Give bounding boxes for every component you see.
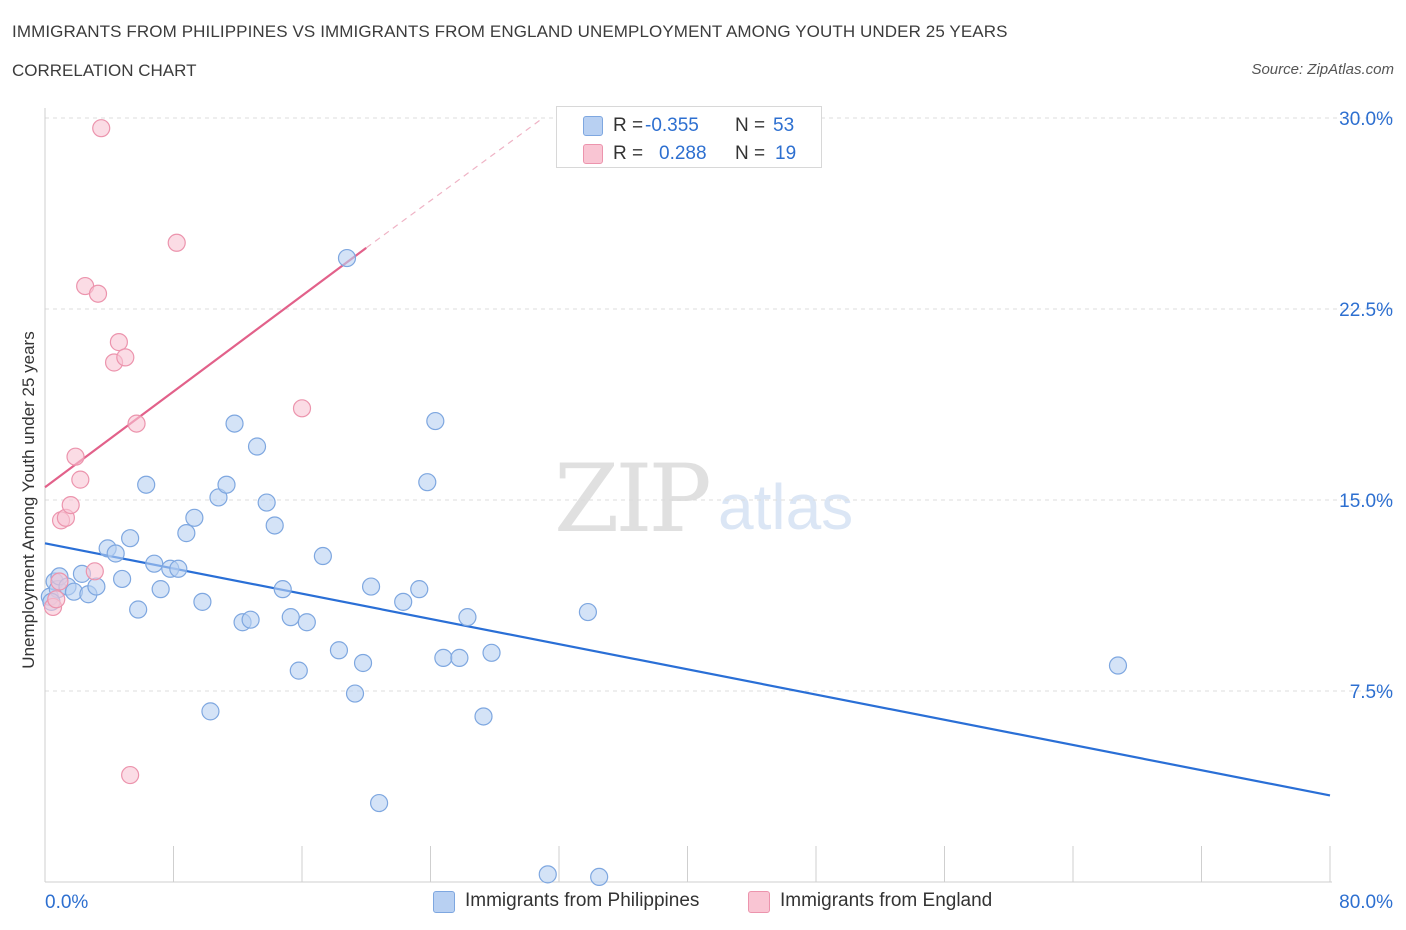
trendline-england-extension xyxy=(365,117,544,249)
legend-r-label: R = xyxy=(613,143,644,164)
watermark-atlas: atlas xyxy=(718,471,854,543)
legend-swatch-philippines xyxy=(583,116,603,136)
point-philippines xyxy=(281,608,300,627)
trendline-england xyxy=(44,246,367,489)
point-philippines xyxy=(482,643,501,662)
source-label: Source: ZipAtlas.com xyxy=(1251,61,1394,78)
point-england xyxy=(92,119,111,138)
legend-n-label: N = xyxy=(735,143,766,164)
point-philippines xyxy=(434,648,453,667)
point-philippines xyxy=(87,577,106,596)
point-philippines xyxy=(112,569,132,589)
point-philippines xyxy=(474,707,493,726)
point-philippines xyxy=(458,608,477,627)
legend-n-value: 19 xyxy=(775,143,797,164)
point-philippines xyxy=(121,529,140,548)
legend-r-label: R = xyxy=(613,115,644,136)
y-tick-label: 7.5% xyxy=(1350,682,1393,703)
y-tick-label: 22.5% xyxy=(1339,300,1393,321)
point-philippines xyxy=(450,648,469,667)
point-philippines xyxy=(217,475,236,494)
legend-r-value: -0.355 xyxy=(645,115,699,136)
data-points xyxy=(40,119,1128,887)
point-philippines xyxy=(137,475,156,494)
point-philippines xyxy=(225,414,244,433)
point-england xyxy=(127,414,146,433)
trend-lines xyxy=(44,117,1331,797)
point-philippines xyxy=(289,661,308,680)
tick-labels: 7.5% 15.0% 22.5% 30.0% 0.0% 80.0% Unemployment… xyxy=(19,109,1393,913)
point-philippines xyxy=(241,610,260,629)
legend-swatch-england xyxy=(583,144,603,164)
point-philippines xyxy=(337,248,357,268)
point-philippines xyxy=(169,559,188,578)
point-philippines xyxy=(329,641,349,660)
point-philippines xyxy=(297,613,316,632)
point-philippines xyxy=(418,473,437,492)
chart-subtitle: CORRELATION CHART xyxy=(12,61,197,80)
point-philippines xyxy=(426,411,445,431)
point-england xyxy=(47,590,66,609)
point-philippines xyxy=(590,867,609,887)
point-england xyxy=(88,284,108,303)
point-england xyxy=(292,399,312,418)
grid-lines xyxy=(45,117,1395,692)
y-tick-label: 15.0% xyxy=(1339,491,1393,512)
point-philippines xyxy=(394,592,413,611)
point-philippines xyxy=(257,493,276,512)
point-philippines xyxy=(410,580,429,599)
point-philippines xyxy=(265,516,284,535)
point-philippines xyxy=(151,580,170,599)
legend-swatch-philippines xyxy=(433,891,455,913)
legend-r-value: 0.288 xyxy=(659,143,707,164)
point-england xyxy=(109,333,128,352)
point-england xyxy=(61,495,80,515)
point-philippines xyxy=(177,524,196,543)
y-tick-label: 30.0% xyxy=(1339,109,1393,130)
point-philippines xyxy=(345,684,365,703)
point-england xyxy=(167,233,186,252)
point-philippines xyxy=(1108,656,1128,675)
x-tick-label: 0.0% xyxy=(45,892,88,913)
point-england xyxy=(116,348,135,367)
point-philippines xyxy=(538,865,557,884)
point-philippines xyxy=(578,602,598,622)
point-england xyxy=(121,765,140,785)
point-philippines xyxy=(145,554,164,573)
x-tick-label: 80.0% xyxy=(1339,892,1393,913)
point-philippines xyxy=(185,508,204,527)
trendline-philippines xyxy=(44,542,1331,797)
legend-label-england: Immigrants from England xyxy=(780,890,993,911)
axes xyxy=(44,108,1332,883)
point-philippines xyxy=(361,577,381,596)
chart-title: IMMIGRANTS FROM PHILIPPINES VS IMMIGRANT… xyxy=(12,22,1008,41)
legend-n-label: N = xyxy=(735,115,766,136)
point-philippines xyxy=(201,702,220,721)
legend-n-value: 53 xyxy=(773,115,795,136)
point-philippines xyxy=(370,793,389,813)
legend-swatch-england xyxy=(748,891,770,913)
point-england xyxy=(50,572,69,591)
point-philippines xyxy=(193,592,212,611)
point-philippines xyxy=(273,580,292,599)
point-england xyxy=(85,562,104,581)
point-philippines xyxy=(247,437,267,456)
point-philippines xyxy=(353,653,373,673)
legend-label-philippines: Immigrants from Philippines xyxy=(465,890,700,911)
correlation-legend: R = -0.355 N = 53 R = 0.288 N = 19 xyxy=(556,106,822,168)
point-england xyxy=(71,470,90,489)
point-philippines xyxy=(129,600,148,619)
point-philippines xyxy=(313,546,332,566)
point-england xyxy=(66,447,85,466)
point-philippines xyxy=(106,544,125,563)
y-axis-title: Unemployment Among Youth under 25 years xyxy=(19,331,38,668)
